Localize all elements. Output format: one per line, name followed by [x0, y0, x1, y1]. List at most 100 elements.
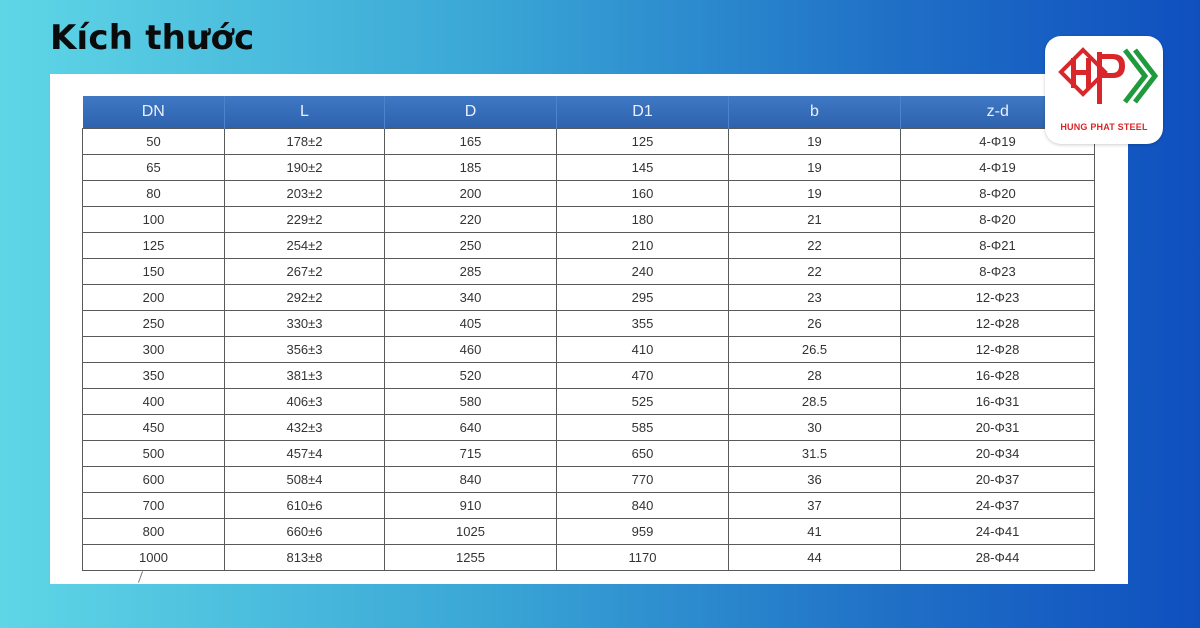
cell-l: 813±8	[224, 544, 385, 571]
table-header-row: DN L D D1 b z-d	[82, 96, 1095, 129]
cell-l: 457±4	[224, 440, 385, 467]
cell-b: 23	[728, 284, 901, 311]
table-row: 1000 813±8 1255 1170 44 28-Φ44	[82, 544, 1095, 571]
cell-dn: 150	[82, 258, 225, 285]
cell-d1: 355	[556, 310, 729, 337]
cell-dn: 125	[82, 232, 225, 259]
cell-l: 508±4	[224, 466, 385, 493]
cell-d: 220	[384, 206, 557, 233]
cell-z-d: 8-Φ20	[900, 206, 1095, 233]
cell-dn: 65	[82, 154, 225, 181]
cell-b: 26	[728, 310, 901, 337]
cell-dn: 250	[82, 310, 225, 337]
cell-d: 715	[384, 440, 557, 467]
cell-b: 37	[728, 492, 901, 519]
scan-mark	[137, 571, 144, 583]
cell-d1: 650	[556, 440, 729, 467]
cell-d: 165	[384, 128, 557, 155]
cell-d: 1255	[384, 544, 557, 571]
table-row: 450 432±3 640 585 30 20-Φ31	[82, 414, 1095, 441]
cell-d1: 160	[556, 180, 729, 207]
cell-d1: 1170	[556, 544, 729, 571]
cell-dn: 1000	[82, 544, 225, 571]
cell-b: 19	[728, 128, 901, 155]
cell-z-d: 12-Φ23	[900, 284, 1095, 311]
cell-d: 405	[384, 310, 557, 337]
cell-z-d: 24-Φ37	[900, 492, 1095, 519]
table-row: 100 229±2 220 180 21 8-Φ20	[82, 206, 1095, 233]
cell-dn: 200	[82, 284, 225, 311]
cell-dn: 350	[82, 362, 225, 389]
header-dn: DN	[82, 96, 225, 129]
cell-d1: 585	[556, 414, 729, 441]
table-row: 400 406±3 580 525 28.5 16-Φ31	[82, 388, 1095, 415]
cell-b: 26.5	[728, 336, 901, 363]
cell-dn: 400	[82, 388, 225, 415]
cell-d1: 410	[556, 336, 729, 363]
cell-d1: 770	[556, 466, 729, 493]
header-b: b	[728, 96, 901, 129]
table-row: 80 203±2 200 160 19 8-Φ20	[82, 180, 1095, 207]
hp-steel-logo-icon	[1058, 47, 1159, 104]
header-d: D	[384, 96, 557, 129]
cell-b: 21	[728, 206, 901, 233]
table-row: 200 292±2 340 295 23 12-Φ23	[82, 284, 1095, 311]
cell-l: 406±3	[224, 388, 385, 415]
cell-l: 229±2	[224, 206, 385, 233]
cell-l: 203±2	[224, 180, 385, 207]
table-row: 700 610±6 910 840 37 24-Φ37	[82, 492, 1095, 519]
cell-l: 381±3	[224, 362, 385, 389]
cell-z-d: 12-Φ28	[900, 310, 1095, 337]
table-row: 800 660±6 1025 959 41 24-Φ41	[82, 518, 1095, 545]
table-row: 600 508±4 840 770 36 20-Φ37	[82, 466, 1095, 493]
cell-d1: 240	[556, 258, 729, 285]
page-title: Kích thước	[50, 18, 255, 58]
cell-l: 432±3	[224, 414, 385, 441]
cell-d: 580	[384, 388, 557, 415]
cell-d: 340	[384, 284, 557, 311]
cell-dn: 50	[82, 128, 225, 155]
cell-z-d: 8-Φ23	[900, 258, 1095, 285]
cell-d1: 295	[556, 284, 729, 311]
cell-d1: 125	[556, 128, 729, 155]
cell-dn: 100	[82, 206, 225, 233]
cell-b: 28.5	[728, 388, 901, 415]
cell-d1: 525	[556, 388, 729, 415]
cell-dn: 800	[82, 518, 225, 545]
header-d1: D1	[556, 96, 729, 129]
cell-l: 267±2	[224, 258, 385, 285]
cell-d: 200	[384, 180, 557, 207]
table-row: 150 267±2 285 240 22 8-Φ23	[82, 258, 1095, 285]
cell-z-d: 4-Φ19	[900, 154, 1095, 181]
cell-d: 285	[384, 258, 557, 285]
table-row: 300 356±3 460 410 26.5 12-Φ28	[82, 336, 1095, 363]
dimension-table: DN L D D1 b z-d 50 178±2 165 125 19 4-Φ19 65 19…	[82, 96, 1095, 571]
cell-z-d: 16-Φ31	[900, 388, 1095, 415]
cell-l: 178±2	[224, 128, 385, 155]
brand-logo: HUNG PHAT STEEL	[1045, 36, 1163, 144]
cell-b: 22	[728, 258, 901, 285]
cell-b: 31.5	[728, 440, 901, 467]
cell-b: 44	[728, 544, 901, 571]
cell-d: 840	[384, 466, 557, 493]
cell-l: 610±6	[224, 492, 385, 519]
cell-b: 41	[728, 518, 901, 545]
cell-d: 1025	[384, 518, 557, 545]
table-body: 50 178±2 165 125 19 4-Φ19 65 190±2 185 145 19 4-Φ19…	[82, 128, 1095, 571]
cell-z-d: 20-Φ31	[900, 414, 1095, 441]
cell-d1: 145	[556, 154, 729, 181]
table-row: 125 254±2 250 210 22 8-Φ21	[82, 232, 1095, 259]
cell-l: 254±2	[224, 232, 385, 259]
cell-dn: 500	[82, 440, 225, 467]
cell-z-d: 28-Φ44	[900, 544, 1095, 571]
cell-d: 520	[384, 362, 557, 389]
dimension-table-panel: DN L D D1 b z-d 50 178±2 165 125 19 4-Φ19 65 19…	[50, 74, 1128, 584]
cell-z-d: 16-Φ28	[900, 362, 1095, 389]
cell-d1: 210	[556, 232, 729, 259]
cell-d1: 470	[556, 362, 729, 389]
cell-l: 190±2	[224, 154, 385, 181]
cell-z-d: 20-Φ34	[900, 440, 1095, 467]
cell-l: 660±6	[224, 518, 385, 545]
cell-d: 640	[384, 414, 557, 441]
cell-dn: 80	[82, 180, 225, 207]
